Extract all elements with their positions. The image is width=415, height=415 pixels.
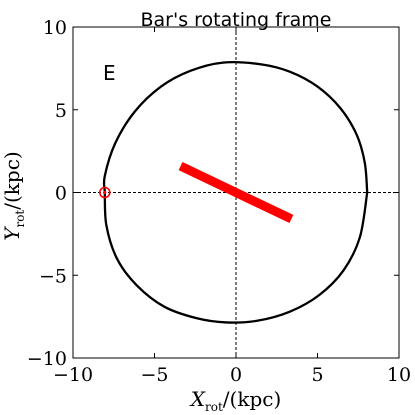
bar-line xyxy=(178,161,294,224)
plot-area xyxy=(73,27,399,358)
x-axis-unit: /(kpc) xyxy=(223,387,281,411)
axis-ticks: −10 −5 0 5 10 −10 −5 0 5 10 xyxy=(27,17,411,386)
y-tick-label: 10 xyxy=(43,17,67,39)
x-tick-label: −10 xyxy=(53,364,93,386)
y-tick-label: 0 xyxy=(55,183,67,205)
x-axis-var: X xyxy=(189,387,206,411)
y-axis-unit: /(kpc) xyxy=(0,151,24,209)
x-tick-label: −5 xyxy=(140,364,168,386)
y-axis-var: Y xyxy=(0,226,24,241)
y-axis-label: Yrot/(kpc) xyxy=(0,151,27,240)
y-tick-label: −5 xyxy=(39,265,67,287)
orbit-line xyxy=(102,61,369,324)
x-tick-label: 5 xyxy=(311,364,323,386)
y-axis-sub: rot xyxy=(13,210,27,228)
x-tick-label: 0 xyxy=(230,364,242,386)
chart-title: Bar's rotating frame xyxy=(141,9,332,31)
sun-marker-ring xyxy=(98,186,111,199)
x-axis-sub: rot xyxy=(205,400,223,414)
panel-label: E xyxy=(103,61,116,85)
sun-marker-dot xyxy=(103,190,107,195)
x-tick-label: 10 xyxy=(387,364,411,386)
x-axis-label: Xrot/(kpc) xyxy=(189,387,282,414)
y-tick-label: −10 xyxy=(27,348,67,370)
y-tick-label: 5 xyxy=(55,100,67,122)
